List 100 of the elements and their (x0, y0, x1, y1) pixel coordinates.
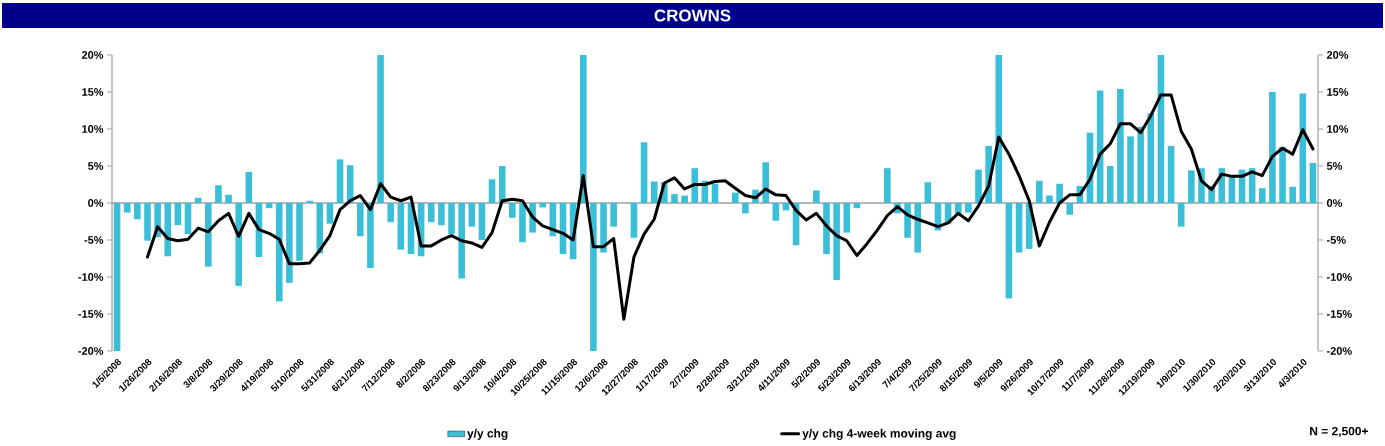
bar (833, 202, 840, 280)
bar (813, 190, 820, 203)
bar (1279, 146, 1286, 203)
y-tick-label: 10% (82, 125, 104, 133)
bar (357, 202, 364, 237)
bar (286, 202, 293, 283)
y-tick-label: -15% (78, 310, 104, 318)
legend-label: y/y chg (467, 428, 508, 440)
bar (458, 202, 465, 279)
bar (772, 202, 780, 221)
bar (478, 202, 486, 240)
bar (134, 202, 141, 220)
y2-tick-label: 10% (1327, 125, 1349, 133)
bar (650, 181, 658, 203)
bar (610, 202, 617, 227)
bar (397, 202, 405, 250)
y-tick-label: -5% (84, 236, 104, 244)
bar (448, 202, 455, 235)
bar (387, 202, 395, 223)
bar (215, 185, 222, 203)
bar (427, 202, 435, 223)
bar (235, 202, 242, 286)
y-tick-label: 20% (81, 51, 104, 59)
bar (1046, 195, 1053, 203)
text: N = 2,500+ (1310, 426, 1368, 438)
bar (965, 202, 972, 213)
bar (225, 194, 232, 203)
bar (671, 194, 678, 203)
bar (164, 202, 172, 257)
y-tick-label: 15% (82, 88, 104, 96)
bar (438, 202, 445, 226)
bar (509, 202, 516, 218)
bar (1269, 91, 1276, 203)
legend-label: y/y chg 4-week moving avg (802, 428, 956, 440)
bar (306, 200, 313, 203)
bar (742, 202, 749, 214)
bar (691, 168, 699, 203)
y-tick-label: -20% (78, 347, 104, 355)
bar (924, 182, 932, 203)
bar (914, 202, 921, 253)
bar (975, 169, 982, 203)
bar (123, 202, 131, 213)
bar (1056, 183, 1063, 203)
bar (640, 142, 648, 203)
bar (630, 202, 638, 238)
bar (1005, 202, 1013, 299)
y-tick-label: 0% (88, 199, 104, 207)
bar (296, 202, 303, 261)
bar (377, 54, 384, 203)
bar (367, 202, 374, 269)
bar (995, 54, 1003, 203)
bar (1106, 165, 1114, 203)
bar (326, 202, 334, 224)
y-tick-label: 5% (88, 162, 104, 170)
y2-tick-label: -10% (1326, 273, 1352, 281)
bar (1117, 89, 1124, 203)
bar (205, 202, 212, 267)
bar (954, 202, 962, 215)
bar (488, 179, 496, 203)
bar (1167, 146, 1175, 203)
bar (1309, 163, 1317, 203)
bar (884, 168, 891, 203)
bar (113, 202, 121, 351)
bar (1137, 126, 1144, 203)
y2-tick-label: 0% (1326, 199, 1343, 207)
bar (1258, 188, 1266, 203)
bar (600, 202, 607, 253)
bar (1127, 136, 1134, 203)
y2-tick-label: 15% (1327, 88, 1349, 96)
bar (681, 195, 688, 203)
bar (762, 162, 769, 203)
bar (711, 183, 719, 203)
bar (519, 202, 526, 243)
bar (1015, 202, 1023, 253)
bar (275, 202, 283, 302)
y2-tick-label: 5% (1326, 162, 1343, 170)
bar (174, 202, 182, 226)
bar (1177, 202, 1185, 227)
bar (590, 202, 597, 351)
line-series (145, 93, 1315, 321)
y2-tick-label: -15% (1326, 310, 1352, 318)
bar (468, 202, 476, 227)
bar (843, 202, 851, 233)
bar (336, 159, 344, 203)
y-tick-label: -10% (78, 273, 104, 281)
y2-tick-label: -20% (1326, 347, 1352, 355)
bar (539, 202, 547, 208)
y2-tick-label: 20% (1326, 51, 1349, 59)
bar (1188, 170, 1195, 203)
chart-title: CROWNS (654, 9, 731, 22)
y2-tick-label: -5% (1326, 236, 1346, 244)
bar (823, 202, 830, 255)
bar (1289, 186, 1296, 203)
bar (144, 202, 151, 241)
bar (184, 202, 192, 235)
bar (316, 202, 324, 254)
bar (1036, 180, 1043, 203)
bar (1066, 202, 1074, 215)
bar (245, 171, 253, 203)
bar (731, 192, 739, 203)
